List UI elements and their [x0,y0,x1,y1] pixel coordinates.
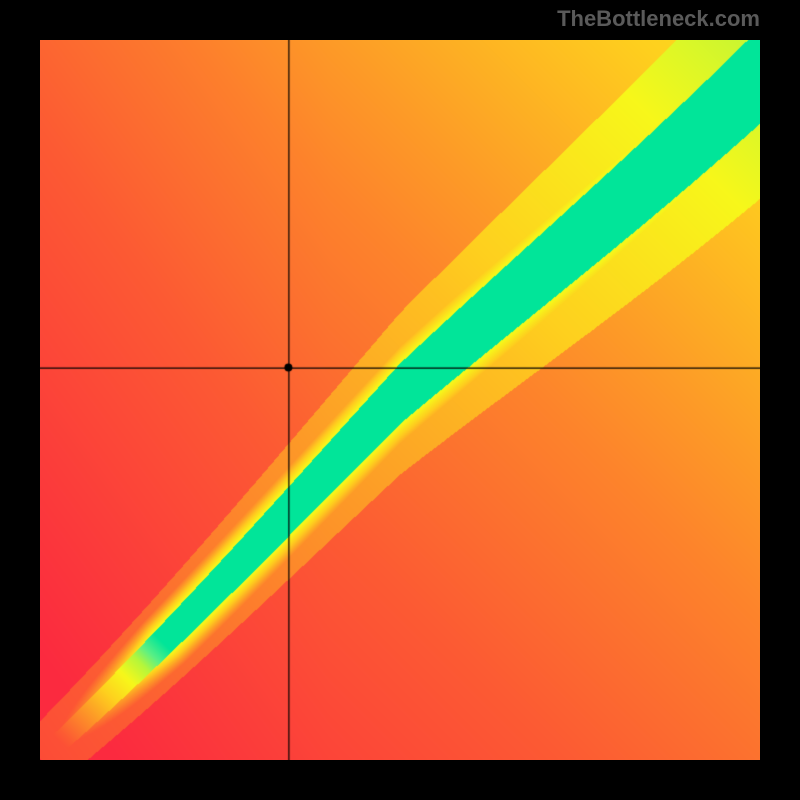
heatmap-canvas [40,40,760,760]
watermark-text: TheBottleneck.com [557,6,760,32]
heatmap-plot [40,40,760,760]
